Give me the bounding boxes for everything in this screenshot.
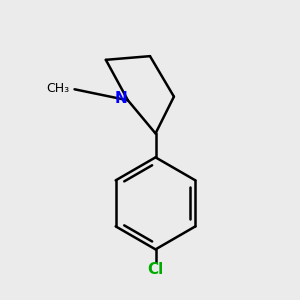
Text: CH₃: CH₃ — [46, 82, 69, 95]
Text: Cl: Cl — [147, 262, 164, 277]
Text: N: N — [114, 91, 127, 106]
